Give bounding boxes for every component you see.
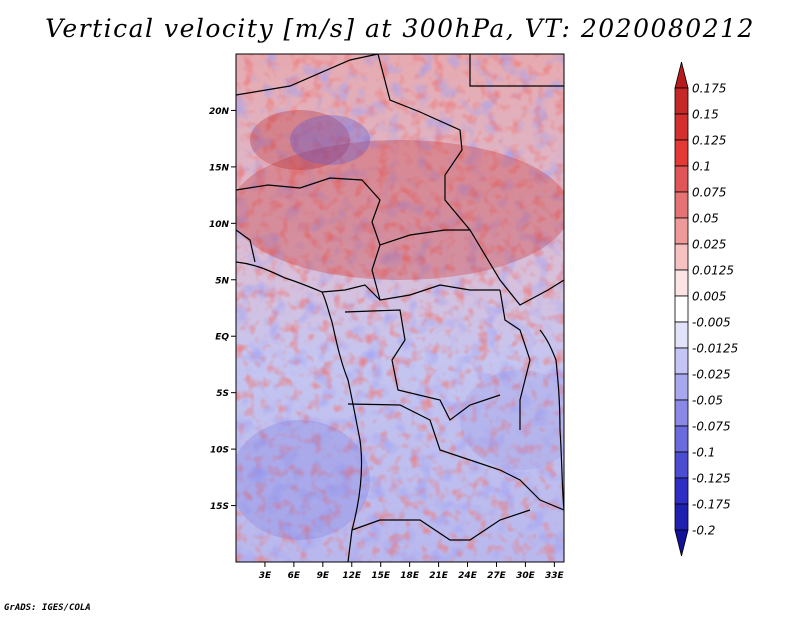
- lon-tick-label: 24E: [458, 571, 478, 581]
- lon-tick-label: 12E: [342, 571, 362, 581]
- map-title: Vertical velocity [m/s] at 300hPa, VT: 2…: [45, 14, 755, 43]
- lon-tick-label: 27E: [487, 571, 507, 581]
- colorbar-label: 0.075: [692, 186, 726, 200]
- colorbar-label: 0.175: [692, 82, 726, 96]
- lon-tick-label: 18E: [400, 571, 420, 581]
- lon-tick-label: 3E: [259, 571, 272, 581]
- colorbar-segment: [674, 451, 689, 479]
- colorbar-label: -0.025: [692, 368, 731, 382]
- colorbar-label: 0.1: [692, 160, 711, 174]
- colorbar-segment: [674, 321, 689, 349]
- colorbar-segment: [674, 191, 689, 219]
- colorbar-segment: [674, 243, 689, 271]
- lat-tick-label: 15S: [210, 502, 229, 512]
- lon-tick-label: 21E: [429, 571, 449, 581]
- longitude-axis: 3E 6E 9E 12E 15E 18E 21E 24E 27E 30E 33E: [259, 562, 565, 581]
- colorbar-label: 0.005: [692, 290, 726, 304]
- colorbar-segment: [674, 87, 689, 115]
- lat-tick-label: 5S: [216, 389, 229, 399]
- colorbar-label: 0.0125: [692, 264, 734, 278]
- colorbar-segment: [674, 139, 689, 167]
- colorbar-cap-top: [674, 61, 689, 89]
- colorbar-label: -0.1: [692, 446, 715, 460]
- colorbar-segment: [674, 295, 689, 323]
- colorbar-segment: [674, 425, 689, 453]
- colorbar-label: 0.05: [692, 212, 719, 226]
- colorbar-segment: [674, 503, 689, 531]
- lon-tick-label: 9E: [317, 571, 330, 581]
- lon-tick-label: 30E: [516, 571, 536, 581]
- colorbar-segment: [674, 347, 689, 375]
- colorbar-cap-bottom: [674, 529, 689, 557]
- colorbar-segment: [674, 269, 689, 297]
- colorbar-segment: [674, 217, 689, 245]
- colorbar-label: -0.075: [692, 420, 731, 434]
- country-borders: [236, 54, 564, 562]
- colorbar-segment: [674, 373, 689, 401]
- colorbar-label: 0.125: [692, 134, 726, 148]
- lon-tick-label: 15E: [371, 571, 391, 581]
- lat-tick-label: 10S: [210, 446, 229, 456]
- colorbar-label: -0.125: [692, 472, 731, 486]
- lat-tick-label: 15N: [209, 163, 230, 173]
- lat-tick-label: EQ: [215, 333, 229, 343]
- colorbar-segment: [674, 165, 689, 193]
- lat-tick-label: 10N: [209, 220, 230, 230]
- latitude-axis: 20N 15N 10N 5N EQ 5S 10S 15S: [209, 107, 236, 512]
- colorbar-label: -0.0125: [692, 342, 738, 356]
- colorbar-segment: [674, 399, 689, 427]
- colorbar: 0.175 0.15 0.125 0.1 0.075 0.05 0.025 0.0125 0.0…: [674, 61, 738, 557]
- colorbar-label: -0.175: [692, 498, 731, 512]
- colorbar-label: 0.15: [692, 108, 719, 122]
- colorbar-label: -0.005: [692, 316, 731, 330]
- colorbar-segment: [674, 477, 689, 505]
- lon-tick-label: 33E: [545, 571, 565, 581]
- lat-tick-label: 5N: [215, 276, 229, 286]
- lon-tick-label: 6E: [288, 571, 301, 581]
- colorbar-label: 0.025: [692, 238, 726, 252]
- lat-tick-label: 20N: [209, 107, 230, 117]
- colorbar-label: -0.2: [692, 524, 715, 538]
- colorbar-label: -0.05: [692, 394, 723, 408]
- grads-credit: GrADS: IGES/COLA: [4, 603, 91, 613]
- velocity-field: [236, 54, 564, 562]
- colorbar-segment: [674, 113, 689, 141]
- map-frame: [235, 53, 565, 563]
